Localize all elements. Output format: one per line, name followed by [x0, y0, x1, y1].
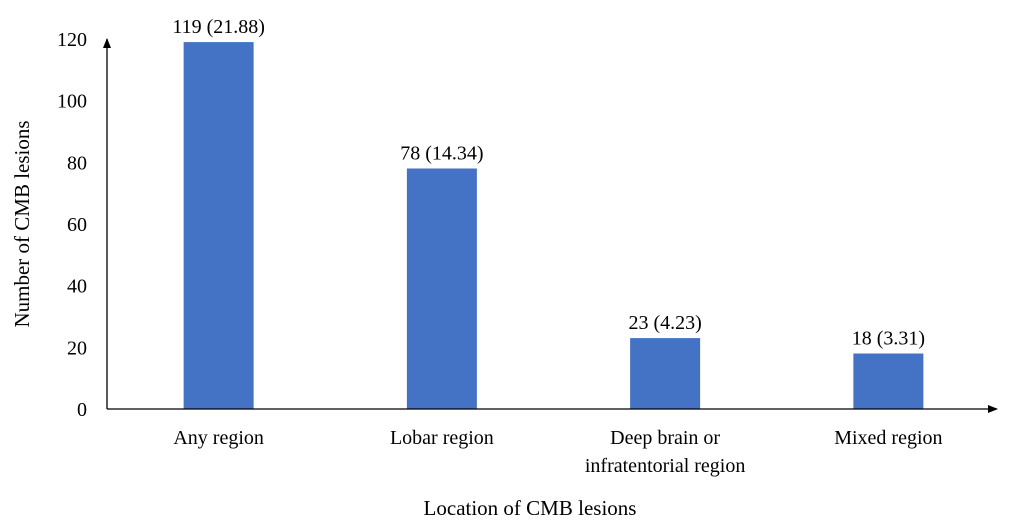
- y-tick-labels: 0 20 40 60 80 100 120: [57, 29, 87, 421]
- bar: [406, 168, 477, 409]
- y-tick-label: 80: [67, 152, 87, 174]
- y-tick-label: 20: [67, 337, 87, 359]
- bars-group: [183, 42, 924, 409]
- x-category-label-line: Lobar region: [390, 427, 494, 449]
- y-tick-label: 40: [67, 276, 87, 298]
- data-labels-group: 119 (21.88) 78 (14.34) 23 (4.23) 18 (3.31): [172, 16, 925, 349]
- y-tick-label: 100: [57, 91, 87, 113]
- y-tick-label: 120: [57, 29, 87, 51]
- x-category-label-line: Mixed region: [834, 427, 942, 449]
- x-category-label-line: infratentorial region: [585, 455, 746, 477]
- bar: [183, 42, 254, 409]
- y-tick-label: 0: [77, 399, 87, 421]
- bar: [853, 353, 924, 409]
- bar-data-label: 78 (14.34): [400, 143, 483, 165]
- x-category-labels: Any region Lobar region Deep brain or infra…: [173, 427, 942, 477]
- y-axis-title: Number of CMB lesions: [10, 120, 34, 327]
- x-category-label: Deep brain or infratentorial region: [585, 427, 746, 477]
- x-category-label: Lobar region: [390, 427, 494, 449]
- bar-data-label: 23 (4.23): [628, 312, 701, 334]
- bar-data-label: 119 (21.88): [172, 16, 265, 38]
- y-tick-label: 60: [67, 214, 87, 236]
- bar-data-label: 18 (3.31): [852, 328, 925, 350]
- x-category-label: Any region: [173, 427, 264, 449]
- x-category-label: Mixed region: [834, 427, 942, 449]
- x-category-label-line: Any region: [173, 427, 264, 449]
- x-category-label-line: Deep brain or: [610, 427, 720, 449]
- bar: [630, 338, 701, 409]
- x-axis-title: Location of CMB lesions: [424, 496, 637, 520]
